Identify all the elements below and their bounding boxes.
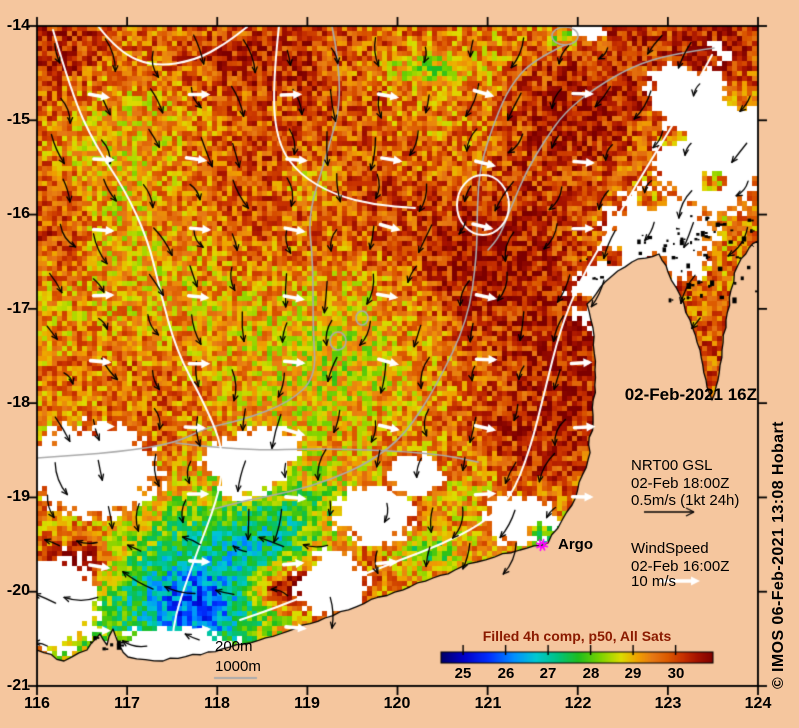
date-label: 02-Feb-2021 16Z [624, 385, 757, 404]
x-tick-label: 123 [654, 695, 682, 712]
x-tick-label: 118 [204, 695, 230, 712]
colorbar-title: Filled 4h comp, p50, All Sats [482, 628, 672, 644]
credit-text: © IMOS 06-Feb-2021 13:08 Hobart [770, 421, 787, 689]
x-tick-label: 116 [24, 695, 50, 712]
x-tick-label: 117 [114, 695, 140, 712]
y-tick-label: -16 [6, 205, 30, 222]
wind-scale-label: 10 m/s [631, 573, 677, 590]
gsl-scale-label: 0.5m/s (1kt 24h) [631, 492, 740, 509]
colorbar-tick-label: 28 [582, 665, 600, 682]
wind-time-label: 02-Feb 16:00Z [631, 558, 730, 575]
y-tick-label: -17 [6, 300, 30, 317]
argo-label: Argo [558, 536, 593, 553]
colorbar-tick-label: 27 [539, 665, 557, 682]
y-tick-label: -19 [6, 488, 30, 505]
colorbar-tick-label: 29 [624, 665, 642, 682]
x-tick-label: 120 [383, 695, 411, 712]
wind-source-label: WindSpeed [631, 540, 709, 557]
y-tick-label: -14 [6, 17, 30, 34]
colorbar-tick-label: 25 [454, 665, 472, 682]
y-tick-label: -15 [6, 111, 30, 128]
x-tick-label: 124 [744, 695, 772, 712]
x-tick-label: 119 [294, 695, 320, 712]
y-tick-label: -20 [6, 582, 30, 599]
gsl-time-label: 02-Feb 18:00Z [631, 475, 730, 492]
y-tick-label: -21 [6, 677, 30, 694]
colorbar-tick-label: 30 [667, 665, 685, 682]
x-tick-label: 121 [474, 695, 502, 712]
depth-1000-label: 1000m [215, 658, 261, 675]
y-tick-label: -18 [6, 394, 30, 411]
colorbar-tick-label: 26 [497, 665, 515, 682]
depth-200-label: 200m [215, 638, 253, 655]
gsl-source-label: NRT00 GSL [631, 457, 713, 474]
x-tick-label: 122 [564, 695, 592, 712]
